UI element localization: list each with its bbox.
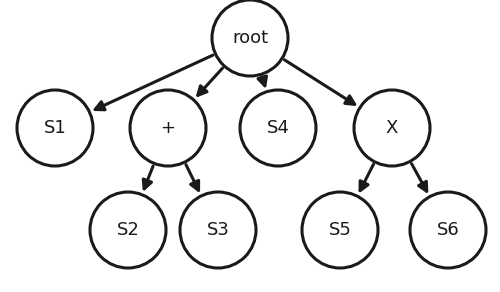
Circle shape: [130, 90, 206, 166]
Circle shape: [90, 192, 166, 268]
Text: +: +: [160, 119, 176, 137]
Text: X: X: [386, 119, 398, 137]
Circle shape: [180, 192, 256, 268]
Circle shape: [212, 0, 288, 76]
Circle shape: [302, 192, 378, 268]
Text: S6: S6: [436, 221, 460, 239]
Circle shape: [354, 90, 430, 166]
Text: S2: S2: [116, 221, 140, 239]
Text: S3: S3: [206, 221, 230, 239]
Text: S4: S4: [266, 119, 289, 137]
Text: S5: S5: [328, 221, 351, 239]
Text: S1: S1: [44, 119, 66, 137]
Circle shape: [240, 90, 316, 166]
Circle shape: [17, 90, 93, 166]
Text: root: root: [232, 29, 268, 47]
Circle shape: [410, 192, 486, 268]
